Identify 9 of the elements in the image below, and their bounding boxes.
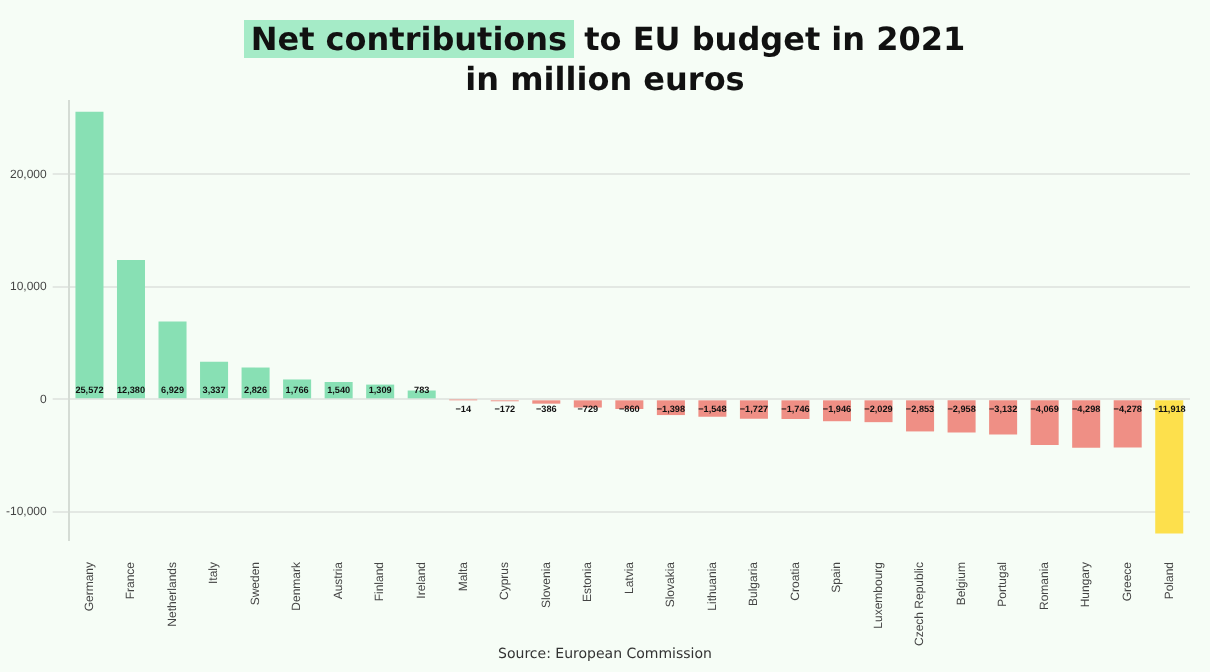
bar — [1072, 400, 1101, 448]
bar — [158, 321, 187, 399]
bar — [573, 400, 602, 408]
chart-title: Net contributions to EU budget in 2021 — [248, 20, 968, 60]
bar — [1155, 400, 1184, 534]
chart-subtitle: in million euros — [463, 60, 747, 100]
bar — [116, 260, 146, 399]
bar — [1113, 400, 1142, 448]
bar — [75, 111, 104, 399]
